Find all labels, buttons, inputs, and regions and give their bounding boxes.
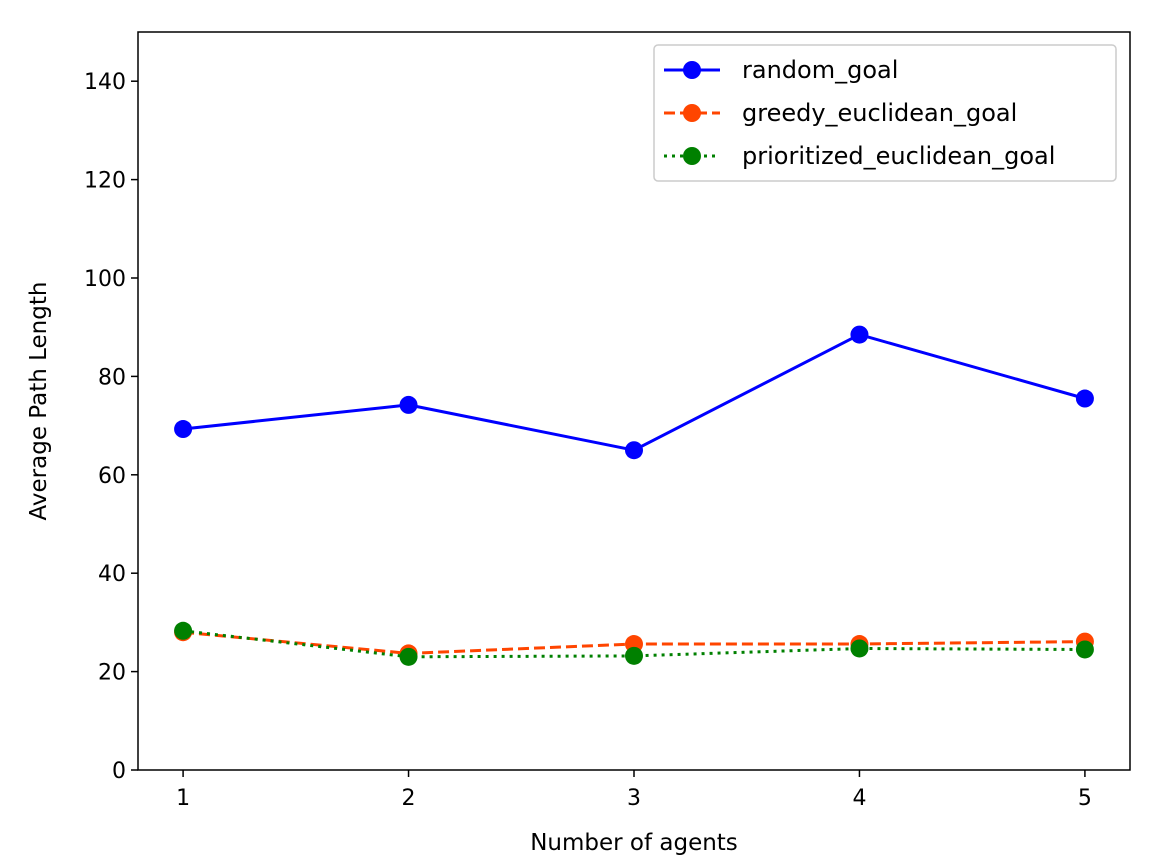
- data-point: [850, 325, 869, 344]
- legend-item: greedy_euclidean_goal: [664, 99, 1017, 127]
- y-axis: 0 20 40 60 80 100 120 140: [84, 70, 138, 784]
- x-tick-label: 5: [1078, 786, 1092, 811]
- data-point: [399, 647, 418, 666]
- data-point: [850, 639, 869, 658]
- y-axis-label: Average Path Length: [26, 282, 52, 521]
- y-tick-label: 80: [98, 365, 126, 390]
- y-tick-label: 0: [112, 759, 126, 784]
- y-tick-label: 140: [84, 70, 126, 95]
- series-line: [182, 629, 1085, 659]
- series-prioritized-euclidean-goal: [174, 621, 1094, 666]
- x-tick-label: 2: [402, 786, 416, 811]
- x-tick-label: 3: [627, 786, 641, 811]
- data-point: [625, 646, 643, 665]
- y-tick-label: 120: [84, 169, 126, 194]
- legend: random_goal greedy_euclidean_goal prioriti…: [653, 44, 1117, 182]
- legend-marker: [683, 61, 701, 79]
- data-point: [1075, 640, 1094, 659]
- data-point: [1075, 389, 1094, 408]
- x-tick-label: 4: [852, 786, 866, 811]
- y-tick-label: 20: [98, 661, 126, 686]
- series-layer: [174, 325, 1094, 666]
- x-axis: 1 2 3 4 5: [176, 770, 1092, 811]
- legend-item: random_goal: [664, 56, 898, 84]
- data-point: [174, 420, 193, 439]
- x-axis-label: Number of agents: [530, 830, 738, 856]
- legend-item: prioritized_euclidean_goal: [664, 142, 1055, 170]
- legend-marker: [683, 147, 701, 165]
- legend-label: prioritized_euclidean_goal: [742, 142, 1055, 170]
- legend-marker: [683, 104, 701, 122]
- y-tick-label: 60: [98, 464, 126, 489]
- legend-label: greedy_euclidean_goal: [742, 99, 1017, 127]
- y-tick-label: 100: [84, 267, 126, 292]
- series-random-goal: [174, 325, 1094, 460]
- data-point: [399, 395, 418, 414]
- data-point: [174, 621, 193, 640]
- y-tick-label: 40: [98, 562, 126, 587]
- x-tick-label: 1: [176, 786, 190, 811]
- legend-label: random_goal: [742, 56, 898, 84]
- legend-box: [653, 44, 1117, 182]
- data-point: [625, 441, 643, 460]
